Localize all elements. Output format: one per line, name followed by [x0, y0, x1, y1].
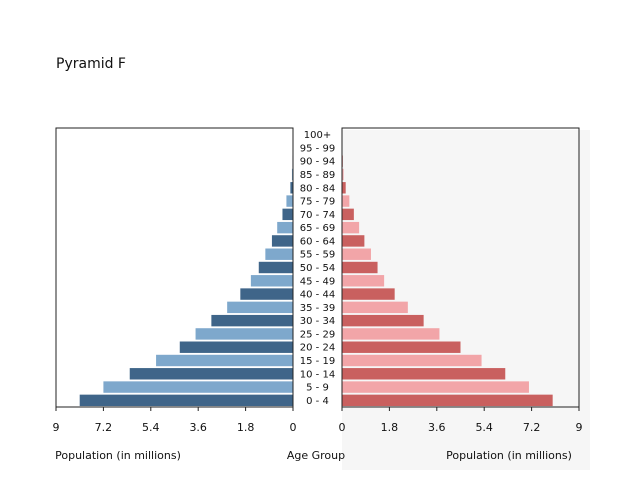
- age-group-label-14: 70 - 74: [300, 210, 335, 221]
- tick-label-left-3: 5.4: [142, 421, 160, 434]
- age-group-label-13: 65 - 69: [300, 223, 335, 234]
- bar-left-2: [129, 368, 293, 380]
- bar-left-16: [290, 182, 293, 194]
- age-labels-layer: 0 - 4 5 - 9 10 - 14 15 - 19 20 - 24 25 - 29 30…: [300, 130, 335, 407]
- bar-left-0: [79, 394, 293, 407]
- tick-label-left-1: 1.8: [237, 421, 255, 434]
- age-group-label-12: 60 - 64: [300, 236, 335, 247]
- tick-label-right-1: 1.8: [381, 421, 399, 434]
- age-group-label-0: 0 - 4: [306, 396, 329, 407]
- tick-label-right-0: 0: [339, 421, 346, 434]
- age-group-label-17: 85 - 89: [300, 170, 335, 181]
- bar-right-1: [342, 381, 529, 393]
- bar-left-14: [282, 208, 293, 221]
- age-group-label-10: 50 - 54: [300, 263, 335, 274]
- bar-right-6: [342, 314, 424, 327]
- bar-right-4: [342, 341, 461, 353]
- age-group-label-11: 55 - 59: [300, 250, 335, 261]
- age-group-label-20: 100+: [304, 130, 331, 141]
- x-axis-label-left: Population (in millions): [55, 449, 181, 462]
- age-group-label-6: 30 - 34: [300, 316, 335, 327]
- bar-left-13: [277, 221, 293, 234]
- bar-left-1: [103, 381, 294, 393]
- bar-left-6: [211, 314, 293, 327]
- age-group-label-3: 15 - 19: [300, 356, 335, 367]
- x-axis-label-center: Age Group: [287, 449, 345, 462]
- bar-left-8: [240, 288, 293, 300]
- x-axis-label-right: Population (in millions): [446, 449, 572, 462]
- tick-label-right-4: 7.2: [523, 421, 541, 434]
- tick-label-left-5: 9: [53, 421, 60, 434]
- bar-right-7: [342, 301, 408, 314]
- tick-label-left-2: 3.6: [189, 421, 207, 434]
- age-group-label-18: 90 - 94: [300, 157, 335, 168]
- bar-left-15: [286, 195, 293, 207]
- bar-right-8: [342, 288, 395, 300]
- age-group-label-1: 5 - 9: [306, 383, 329, 394]
- bar-left-11: [265, 248, 293, 260]
- bar-right-13: [342, 221, 360, 234]
- bar-right-9: [342, 275, 385, 287]
- left-plot-frame: [55, 127, 294, 408]
- bar-right-12: [342, 235, 365, 247]
- ticks-layer: 0 0 1.8 1.8 3.6 3.6 5.4 5.4 7.2 7.2 9 9: [53, 407, 583, 434]
- bar-left-12: [271, 235, 293, 247]
- bar-left-9: [250, 275, 293, 287]
- bar-left-5: [195, 328, 293, 340]
- age-group-label-2: 10 - 14: [300, 369, 335, 380]
- bar-right-0: [342, 394, 553, 407]
- bar-right-17: [342, 168, 344, 181]
- age-group-label-19: 95 - 99: [300, 143, 335, 154]
- bar-right-14: [342, 208, 354, 221]
- page-title: Pyramid F: [56, 56, 126, 72]
- bar-right-2: [342, 368, 506, 380]
- bar-left-17: [291, 168, 293, 181]
- age-group-label-5: 25 - 29: [300, 329, 335, 340]
- bar-left-10: [258, 261, 293, 274]
- bar-right-15: [342, 195, 350, 207]
- bar-left-3: [156, 354, 293, 367]
- age-group-label-7: 35 - 39: [300, 303, 335, 314]
- age-group-label-4: 20 - 24: [300, 343, 335, 354]
- bar-right-16: [342, 182, 346, 194]
- bar-left-7: [227, 301, 293, 314]
- age-group-label-15: 75 - 79: [300, 197, 335, 208]
- age-group-label-9: 45 - 49: [300, 276, 335, 287]
- bars-layer: [79, 142, 553, 407]
- bar-right-11: [342, 248, 371, 260]
- tick-label-right-2: 3.6: [428, 421, 446, 434]
- bar-right-5: [342, 328, 440, 340]
- age-group-label-8: 40 - 44: [300, 290, 335, 301]
- tick-label-left-4: 7.2: [95, 421, 113, 434]
- right-plot-frame: [341, 127, 580, 408]
- bar-right-3: [342, 354, 482, 367]
- right-panel-shadow: [342, 130, 590, 470]
- age-group-label-16: 80 - 84: [300, 183, 335, 194]
- tick-label-right-5: 9: [576, 421, 583, 434]
- bar-left-4: [179, 341, 293, 353]
- bar-right-10: [342, 261, 378, 274]
- tick-label-right-3: 5.4: [475, 421, 493, 434]
- tick-label-left-0: 0: [290, 421, 297, 434]
